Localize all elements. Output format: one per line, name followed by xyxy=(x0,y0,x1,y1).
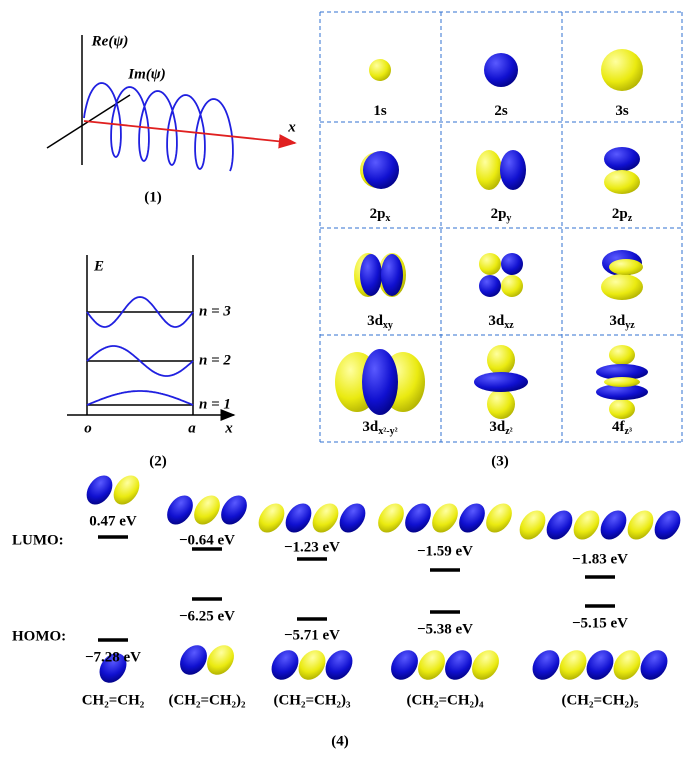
lobe xyxy=(360,254,382,296)
orbital-sub: yz xyxy=(625,320,635,331)
lumo-energy: −1.59 eV xyxy=(417,543,473,559)
homo-energy: −5.38 eV xyxy=(417,621,473,637)
homo-label: HOMO: xyxy=(12,628,66,644)
orbital-main: 4f xyxy=(612,419,626,435)
level-label: n = 2 xyxy=(199,352,231,368)
orbital-sub: xz xyxy=(504,320,514,331)
homo-energy: −7.28 eV xyxy=(85,649,141,665)
orbital-label: 3s xyxy=(615,103,629,119)
lobe xyxy=(604,377,640,387)
formula: (CH₂=CH₂)₃ xyxy=(273,692,351,708)
orbital-sub: x²-y² xyxy=(378,426,397,437)
orbital-main: 3s xyxy=(615,103,629,119)
lobe xyxy=(476,150,502,190)
lumo-energy: −1.83 eV xyxy=(572,551,628,567)
lobe xyxy=(381,254,403,296)
homo-energy: −5.15 eV xyxy=(572,615,628,631)
lobe xyxy=(369,59,391,81)
caption: (3) xyxy=(491,453,509,469)
caption: (2) xyxy=(149,453,167,469)
homo-energy: −6.25 eV xyxy=(179,608,235,624)
edge-label: a xyxy=(188,420,196,436)
orbital-main: 3d xyxy=(367,313,384,329)
lobe xyxy=(487,345,515,375)
formula: (CH₂=CH₂)₄ xyxy=(406,692,484,708)
energy-label: E xyxy=(93,258,104,274)
origin-label: o xyxy=(84,420,92,436)
figure: Re(ψ) Im(ψ) x (1) En = 3 n = 2 n = 1 o a x (2) 1s 2s… xyxy=(0,0,688,763)
orbital-main: 2p xyxy=(370,206,386,222)
orbital-main: 3d xyxy=(609,313,626,329)
lobe xyxy=(484,53,518,87)
orbital-label: 2s xyxy=(494,103,508,119)
orbital-sub: y xyxy=(506,213,511,224)
lobe xyxy=(601,49,643,91)
re-label: Re(ψ) xyxy=(91,33,129,49)
lobe xyxy=(474,372,528,392)
lobe xyxy=(609,345,635,365)
level-label: n = 3 xyxy=(199,303,231,319)
im-label: Im(ψ) xyxy=(127,66,166,82)
orbital-main: 2p xyxy=(612,206,628,222)
level-label: n = 1 xyxy=(199,396,231,412)
orbital-sub: x xyxy=(385,213,390,224)
orbital-sub: z xyxy=(628,213,633,224)
axis-label: x xyxy=(224,420,233,436)
lobe xyxy=(604,170,640,194)
page: Re(ψ) Im(ψ) x (1) En = 3 n = 2 n = 1 o a x (2) 1s 2s… xyxy=(0,0,688,763)
orbital-label: 1s xyxy=(373,103,387,119)
lobe xyxy=(487,389,515,419)
lobe xyxy=(362,349,398,415)
lobe xyxy=(479,253,501,275)
lobe xyxy=(609,259,643,275)
lumo-label: LUMO: xyxy=(12,532,64,548)
orbital-main: 2s xyxy=(494,103,508,119)
orbital-main: 3d xyxy=(362,419,379,435)
orbital-main: 3d xyxy=(488,313,505,329)
formula: (CH₂=CH₂)₂ xyxy=(168,692,246,708)
lobe xyxy=(501,275,523,297)
formula: CH₂=CH₂ xyxy=(82,692,145,708)
axis-label: x xyxy=(287,119,296,135)
orbital-main: 2p xyxy=(491,206,507,222)
lobe xyxy=(601,274,643,300)
lobe xyxy=(501,253,523,275)
homo-energy: −5.71 eV xyxy=(284,627,340,643)
lobe xyxy=(500,150,526,190)
formula: (CH₂=CH₂)₅ xyxy=(561,692,639,708)
lobe xyxy=(609,399,635,419)
lumo-energy: 0.47 eV xyxy=(89,513,137,529)
orbital-sub: z² xyxy=(505,426,512,437)
lobe xyxy=(604,147,640,171)
orbital-sub: z³ xyxy=(625,426,632,437)
lumo-energy: −0.64 eV xyxy=(179,532,235,548)
lobe xyxy=(363,151,399,189)
caption: (4) xyxy=(331,733,349,749)
orbital-main: 3d xyxy=(489,419,506,435)
caption: (1) xyxy=(144,189,162,205)
orbital-main: 1s xyxy=(373,103,387,119)
lobe xyxy=(479,275,501,297)
orbital-sub: xy xyxy=(383,320,393,331)
lumo-energy: −1.23 eV xyxy=(284,539,340,555)
